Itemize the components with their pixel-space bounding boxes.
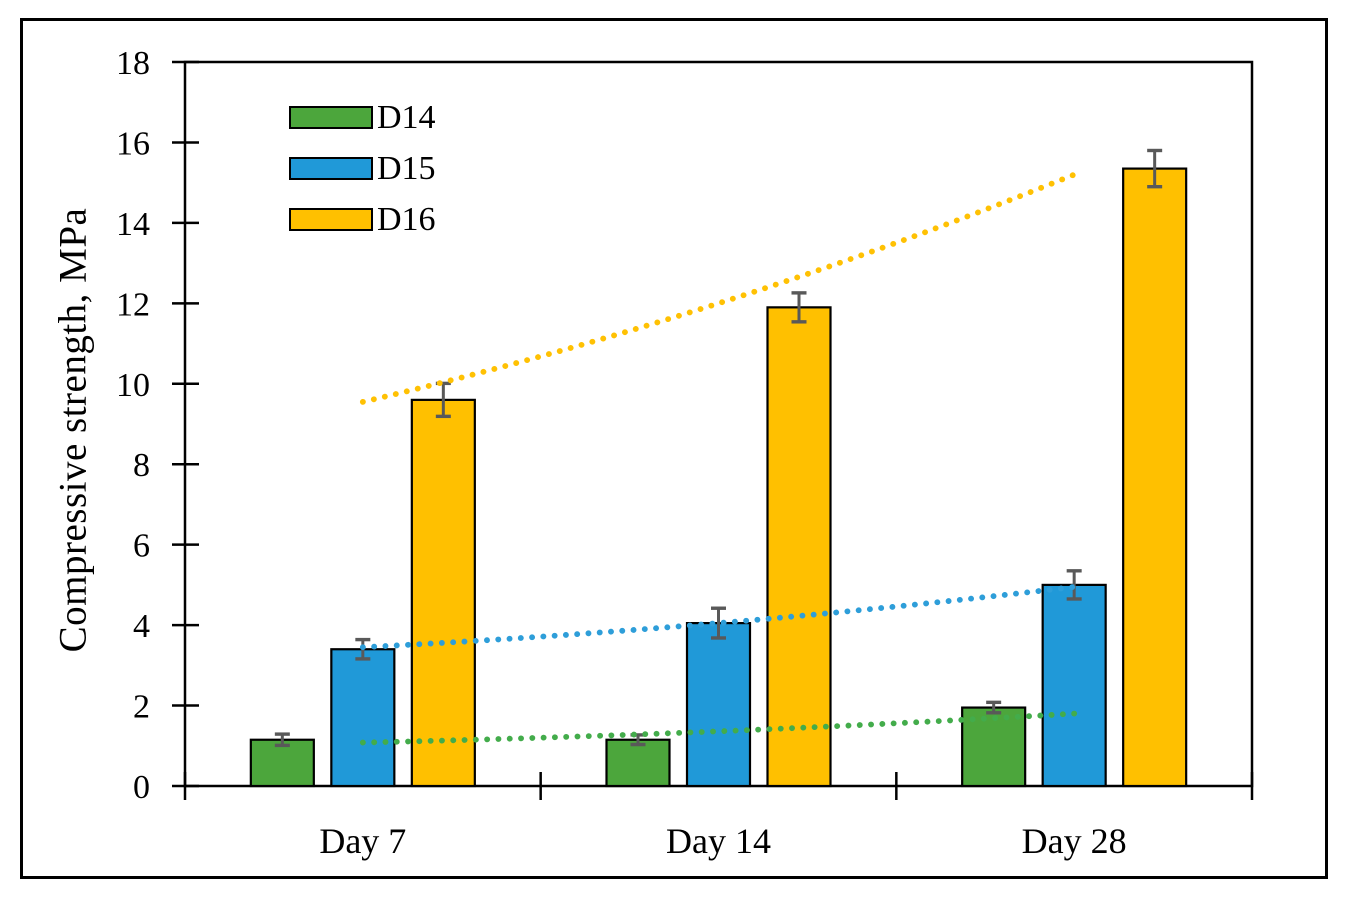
legend-label-d14: D14 — [377, 98, 436, 136]
y-tick-label: 8 — [133, 447, 150, 484]
legend-label-d15: D15 — [377, 149, 436, 187]
y-tick-label: 6 — [133, 528, 150, 565]
x-category-label: Day 28 — [1022, 821, 1127, 861]
trendline-d15 — [359, 584, 1078, 651]
legend-swatch-d14 — [289, 106, 373, 129]
y-tick-label: 16 — [116, 125, 150, 162]
bar-d15-day-7 — [330, 648, 396, 788]
y-tick-label: 18 — [116, 45, 150, 82]
y-tick-label: 4 — [133, 608, 150, 645]
y-tick-label: 0 — [133, 769, 150, 806]
legend-swatch-d15 — [289, 157, 373, 180]
y-tick-label: 14 — [116, 206, 150, 243]
legend-item-d16: D16 — [289, 202, 436, 236]
legend-label-d16: D16 — [377, 200, 436, 238]
x-category-label: Day 7 — [319, 821, 406, 861]
legend-swatch-d16 — [289, 208, 373, 231]
x-category-label: Day 14 — [666, 821, 771, 861]
bar-d14-day-14 — [605, 738, 671, 788]
trendline-d16 — [359, 171, 1078, 405]
bar-d16-day-7 — [410, 398, 476, 788]
legend-item-d15: D15 — [289, 151, 436, 185]
bar-d16-day-14 — [766, 306, 832, 788]
legend-item-d14: D14 — [289, 100, 436, 134]
bar-d15-day-28 — [1041, 583, 1107, 788]
y-tick-label: 2 — [133, 689, 150, 726]
trendline-d14 — [359, 710, 1078, 746]
bar-d14-day-7 — [249, 738, 315, 788]
y-tick-label: 10 — [116, 367, 150, 404]
y-tick-label: 12 — [116, 286, 150, 323]
y-axis-title: Compressive strength, MPa — [51, 207, 95, 653]
bar-d15-day-14 — [685, 621, 752, 788]
figure-border — [20, 18, 1328, 879]
bar-d16-day-28 — [1122, 167, 1188, 788]
